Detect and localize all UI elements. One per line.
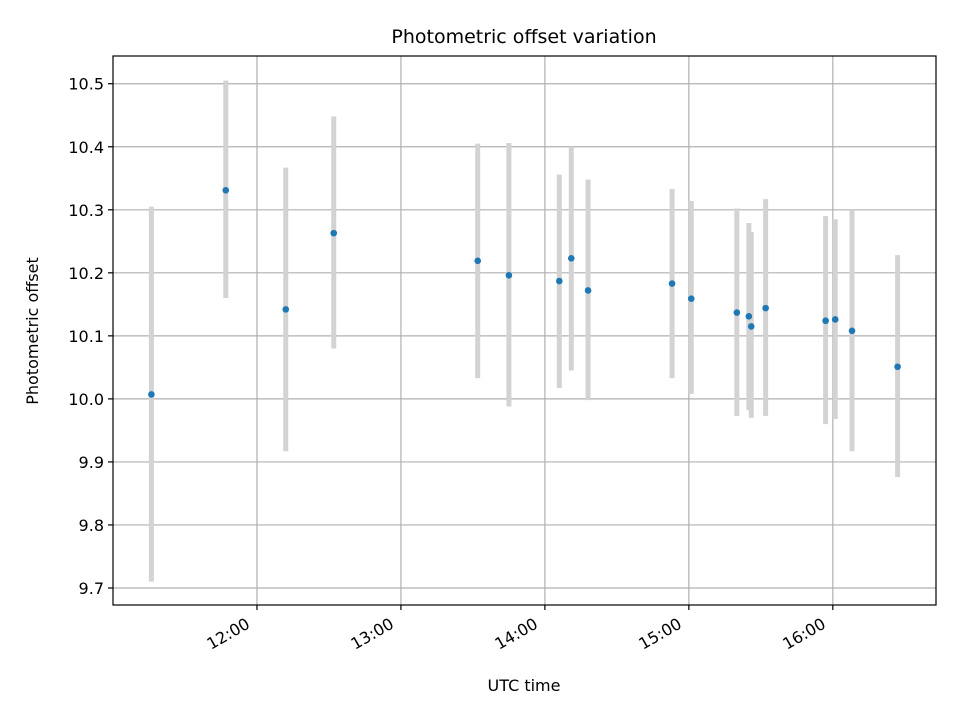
grid-layer (113, 56, 936, 605)
data-point (745, 313, 753, 320)
data-point (474, 257, 482, 265)
data-point (894, 363, 901, 371)
y-tick-label: 9.9 (79, 453, 104, 472)
y-tick-label: 9.8 (79, 516, 104, 535)
data-point (555, 277, 563, 285)
data-point (668, 280, 676, 287)
data-point (733, 309, 741, 316)
y-tick-label: 10.1 (68, 327, 104, 346)
y-tick-label: 10.5 (68, 75, 104, 94)
data-point (567, 255, 575, 262)
data-point (222, 186, 230, 194)
chart-title: Photometric offset variation (391, 26, 656, 48)
data-point (584, 287, 592, 294)
data-point (505, 272, 513, 279)
y-tick-label: 10.4 (68, 138, 104, 157)
y-axis-label: Photometric offset (23, 257, 42, 405)
x-axis-label: UTC time (488, 676, 561, 695)
y-tick-label: 10.2 (68, 264, 104, 283)
data-point (747, 323, 755, 330)
y-tick-label: 10.3 (68, 201, 104, 220)
y-tick-label: 10.0 (68, 390, 104, 409)
data-point (148, 391, 155, 398)
data-point (822, 317, 829, 325)
plot-frame (112, 55, 937, 606)
data-point (848, 327, 856, 335)
data-point (762, 304, 769, 312)
data-point (330, 229, 338, 237)
y-tick-label: 9.7 (79, 579, 104, 598)
point-layer (148, 186, 901, 398)
data-point (831, 316, 839, 323)
data-point (687, 295, 695, 302)
data-point (282, 306, 290, 313)
